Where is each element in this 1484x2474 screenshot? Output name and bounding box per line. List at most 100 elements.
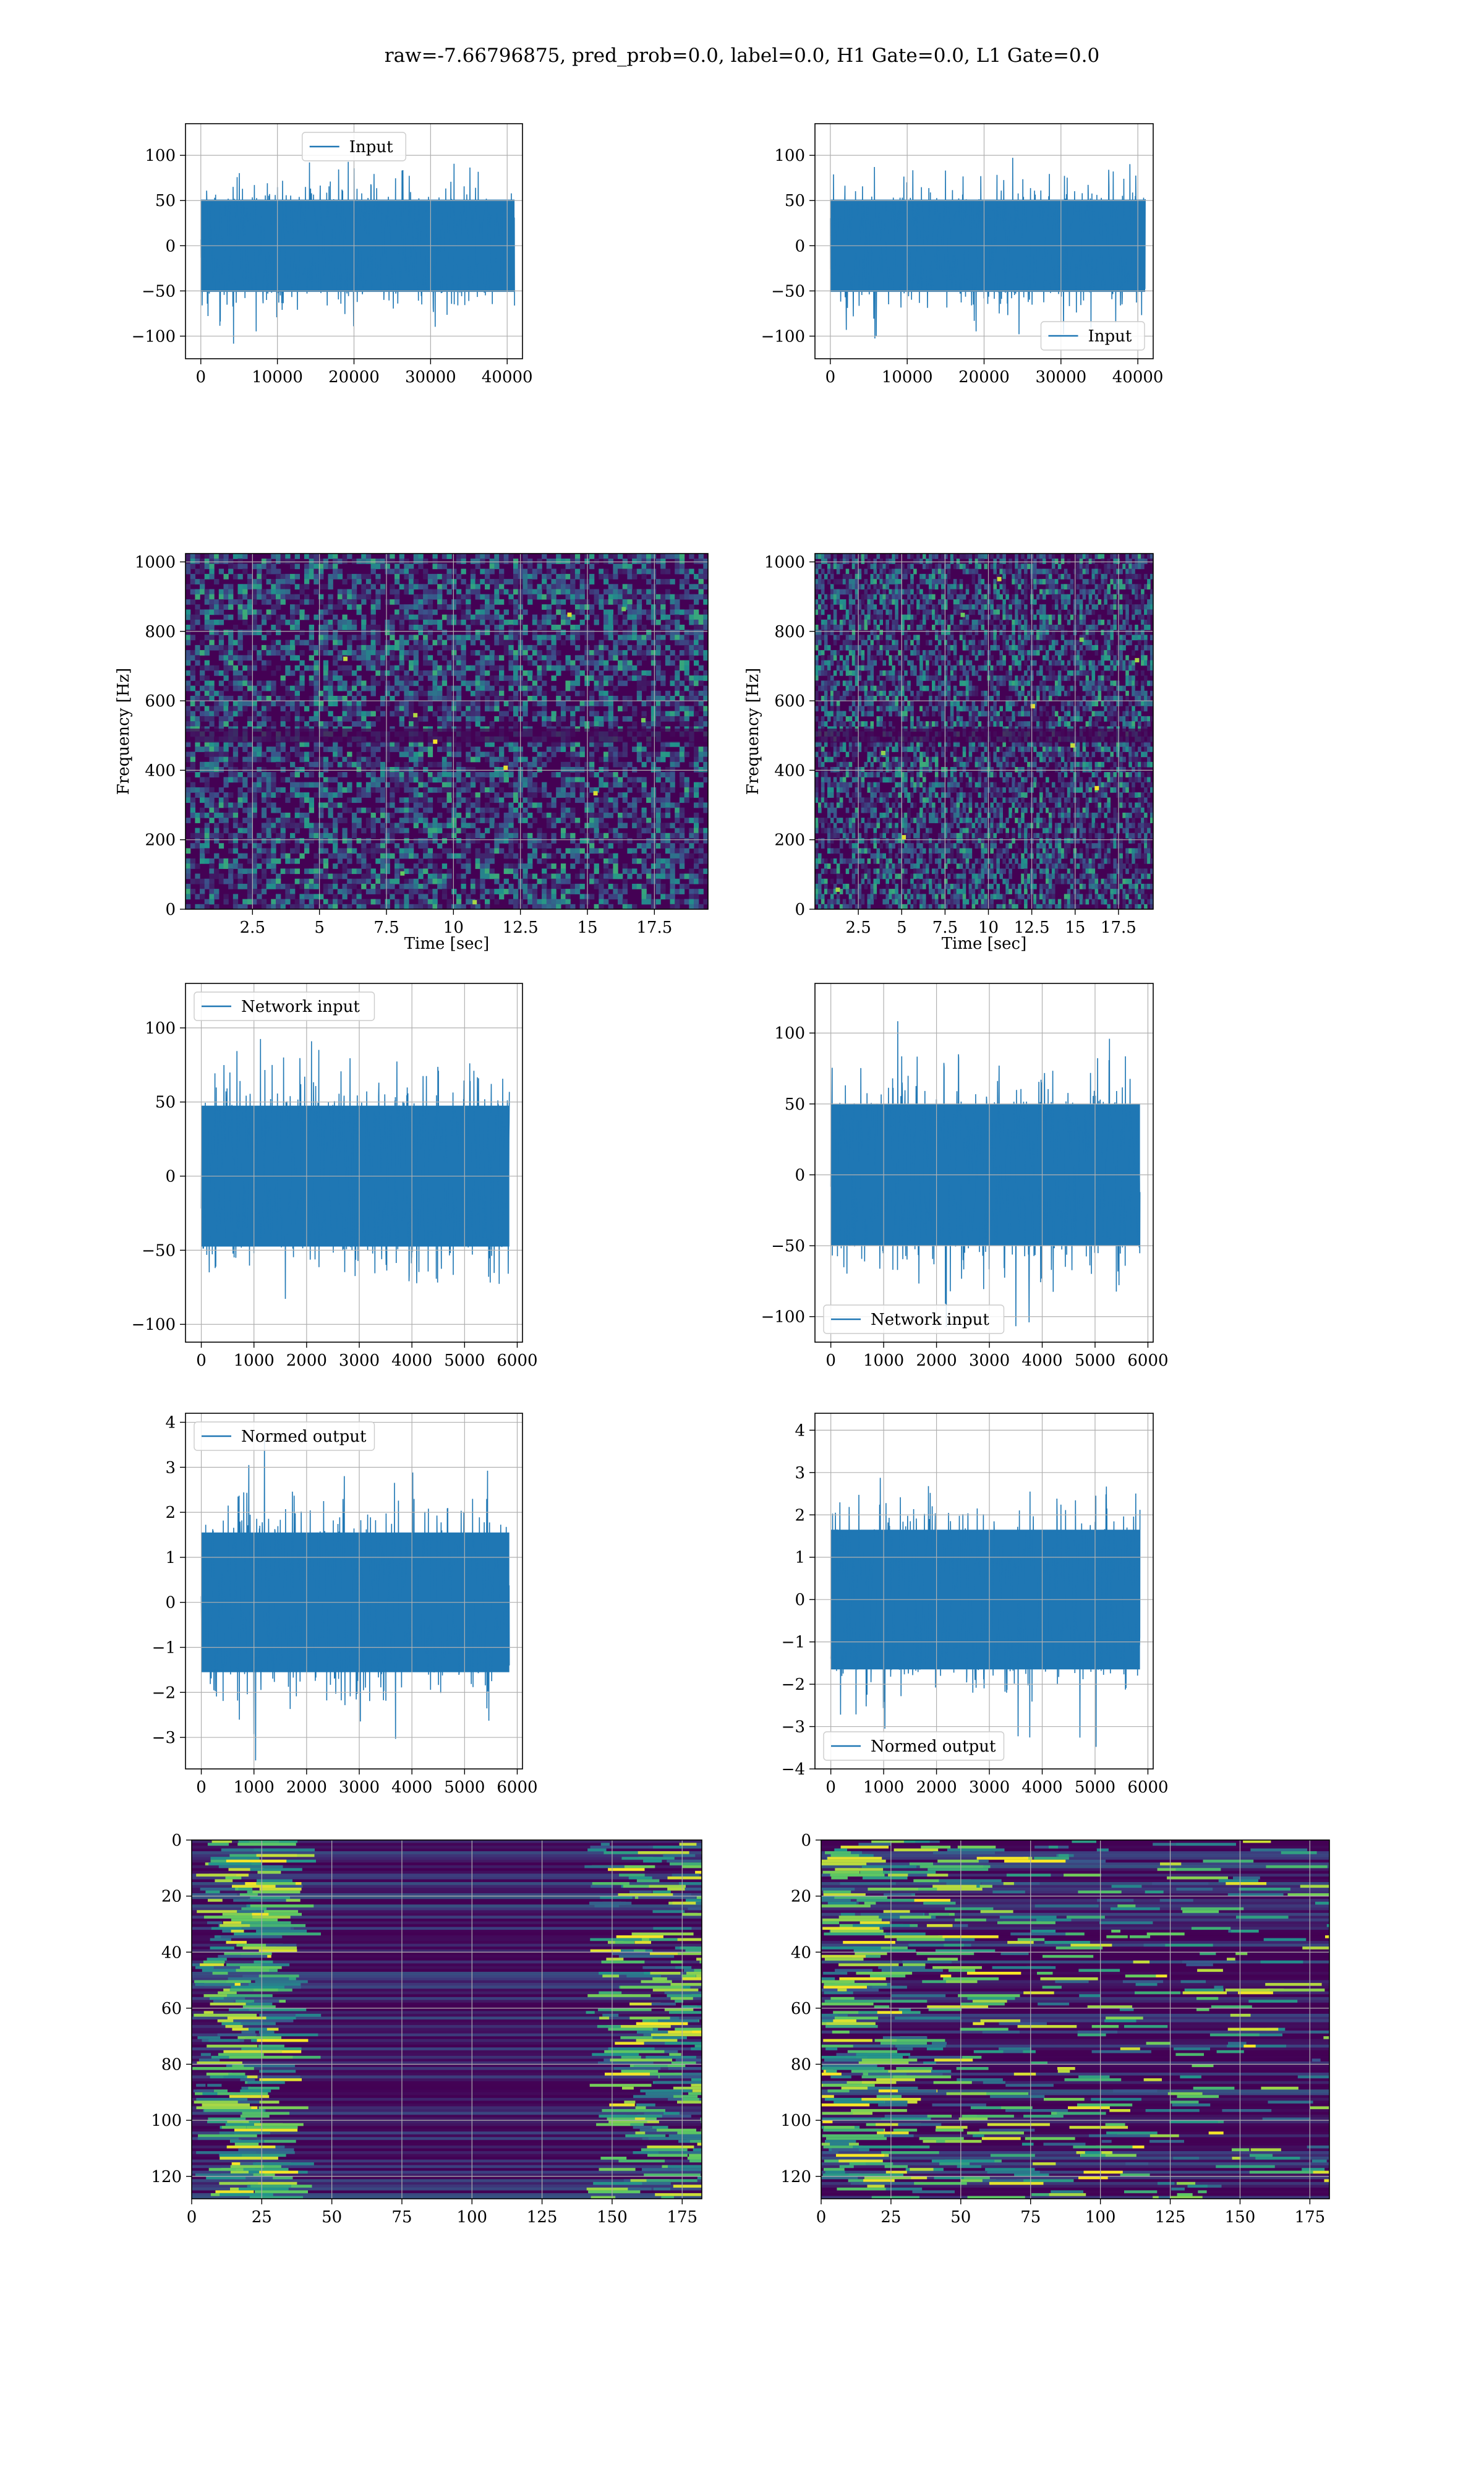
y-tick-label: −50 [771,1237,805,1256]
x-tick-label: 2.5 [240,918,265,937]
y-tick-label: −2 [782,1676,805,1694]
x-tick-label: 1000 [863,1351,904,1370]
series-line [830,158,1146,339]
x-tick-label: 150 [1225,2208,1256,2227]
y-tick-label: 0 [795,237,805,255]
y-tick-label: 80 [791,2056,811,2074]
x-tick-label: 5 [314,918,325,937]
series-line [830,1021,1141,1327]
x-tick-label: 40000 [482,368,533,387]
x-tick-label: 0 [187,2208,197,2227]
x-tick-label: 10 [443,918,464,937]
y-tick-label: 100 [145,147,176,165]
x-tick-label: 2000 [916,1778,957,1797]
y-tick-label: 2 [165,1504,176,1522]
y-tick-label: 1 [165,1549,176,1567]
y-tick-label: 20 [161,1888,182,1906]
y-tick-label: 60 [791,2000,811,2018]
y-tick-label: 50 [155,192,176,210]
x-tick-label: 12.5 [1014,918,1050,937]
legend-label: Input [349,138,393,156]
x-tick-label: 50 [950,2208,971,2227]
y-tick-label: 600 [145,692,176,711]
x-tick-label: 15 [577,918,597,937]
x-tick-label: 15 [1065,918,1085,937]
legend: Normed output [194,1421,375,1451]
y-tick-label: −100 [132,1316,176,1334]
x-tick-label: 3000 [339,1778,380,1797]
x-tick-label: 5 [897,918,907,937]
x-tick-label: 75 [391,2208,412,2227]
legend: Input [1040,321,1145,351]
y-tick-label: 50 [785,192,805,210]
legend: Normed output [823,1731,1005,1761]
y-tick-label: 80 [161,2056,182,2074]
y-tick-label: 200 [774,831,805,850]
legend: Input [302,132,406,161]
series-line [200,1038,510,1299]
y-tick-label: 400 [145,761,176,780]
x-tick-label: 2000 [286,1778,327,1797]
x-tick-label: 175 [1295,2208,1326,2227]
x-tick-label: 1000 [234,1351,275,1370]
y-tick-label: 0 [165,237,176,255]
y-tick-label: 3 [165,1458,176,1477]
x-tick-label: 1000 [234,1778,275,1797]
heatmap-image [186,554,708,909]
y-tick-label: 0 [801,1831,811,1850]
x-tick-label: 125 [1155,2208,1186,2227]
y-tick-label: 60 [161,2000,182,2018]
y-tick-label: 0 [165,1594,176,1612]
y-tick-label: −1 [782,1633,805,1652]
y-tick-label: 100 [151,2112,182,2130]
axes-frame [814,553,1154,910]
y-tick-label: 40 [791,1943,811,1962]
x-tick-label: 0 [195,368,206,387]
x-tick-label: 50 [322,2208,342,2227]
x-tick-label: 7.5 [932,918,958,937]
x-tick-label: 20000 [328,368,380,387]
heatmap-image [815,554,1153,909]
y-tick-label: 2 [795,1506,805,1525]
y-tick-label: 50 [785,1095,805,1114]
y-tick-label: −1 [152,1638,176,1657]
x-tick-label: 6000 [497,1778,537,1797]
y-tick-label: 120 [151,2168,182,2186]
x-tick-label: 3000 [969,1351,1010,1370]
chart-panel-row2-right: 2.5 5 7.5 10 12.5 15 17.5 0 200 400 600 800 1000 Time… [744,553,1154,953]
x-tick-label: 6000 [497,1351,537,1370]
legend-label: Network input [241,998,360,1016]
series-line [200,1434,510,1761]
x-tick-label: 4000 [391,1778,432,1797]
y-tick-label: −4 [782,1760,805,1779]
x-tick-label: 3000 [339,1351,380,1370]
y-axis-label: Frequency [Hz] [114,668,133,795]
y-tick-label: 100 [145,1019,176,1038]
y-tick-label: 4 [795,1421,805,1440]
y-tick-label: −2 [152,1684,176,1702]
x-axis-label: Time [sec] [942,935,1027,953]
x-tick-label: 0 [825,1778,836,1797]
x-tick-label: 2000 [916,1351,957,1370]
y-tick-label: 120 [780,2168,811,2186]
legend-label: Input [1088,327,1132,346]
legend-label: Normed output [241,1427,367,1446]
x-tick-label: 75 [1020,2208,1041,2227]
y-tick-label: −50 [771,282,805,301]
y-tick-label: 1000 [764,553,805,571]
axes-frame [814,1413,1154,1770]
y-tick-label: −100 [761,1308,805,1327]
series-line [830,1478,1141,1747]
y-tick-label: 0 [795,1166,805,1184]
y-tick-label: −50 [142,282,176,301]
chart-panel-row3-right: 0 1000 2000 3000 4000 5000 6000 −100 −50 0 50 100 Ne… [761,983,1169,1370]
x-tick-label: 6000 [1127,1351,1168,1370]
x-tick-label: 1000 [863,1778,904,1797]
y-tick-label: −3 [782,1718,805,1737]
y-tick-label: 0 [795,901,805,919]
x-tick-label: 0 [196,1351,207,1370]
x-tick-label: 0 [825,1351,836,1370]
y-tick-label: 0 [795,1591,805,1609]
x-axis-label: Time [sec] [404,935,490,953]
x-tick-label: 4000 [391,1351,432,1370]
